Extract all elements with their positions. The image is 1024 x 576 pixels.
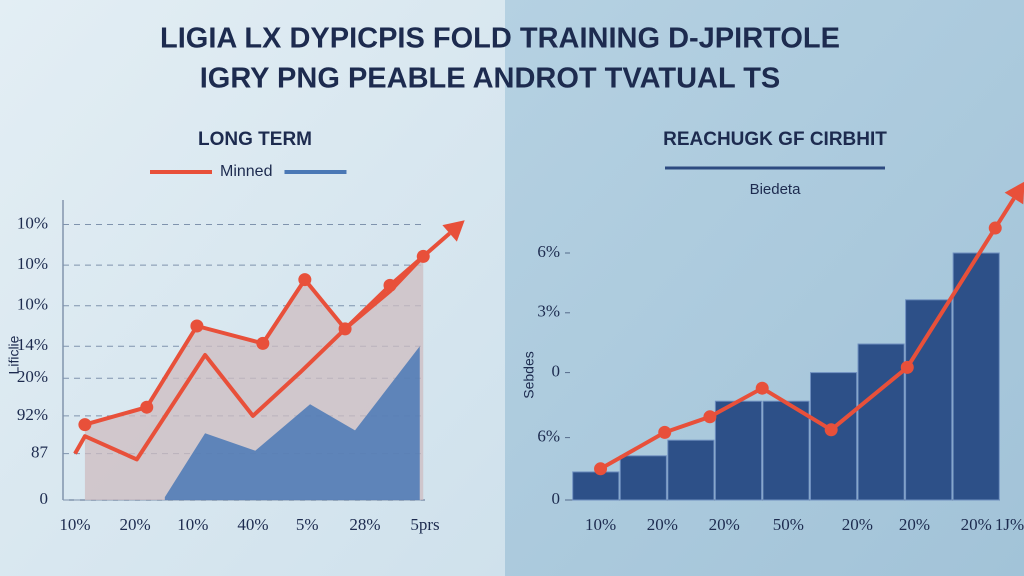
x-tick-label: 20% bbox=[647, 515, 678, 534]
bar bbox=[619, 455, 667, 501]
page-title: IGRY PNG PEABLE ANDROT TVATUAL TS bbox=[200, 63, 781, 95]
point bbox=[140, 400, 154, 414]
bar bbox=[952, 252, 1000, 501]
y-tick-label: 0 bbox=[552, 489, 561, 508]
y-tick-label: 14% bbox=[17, 335, 48, 354]
x-tick-label: 20% bbox=[899, 515, 930, 534]
point bbox=[594, 462, 608, 476]
y-tick-label: 10% bbox=[17, 254, 48, 273]
x-tick-label: 40% bbox=[237, 515, 268, 534]
x-tick-label: 28% bbox=[349, 515, 380, 534]
x-tick-label: 1J% bbox=[995, 515, 1024, 534]
y-tick-label: 92% bbox=[17, 405, 48, 424]
y-tick-label: 3% bbox=[537, 302, 560, 321]
arrow-head bbox=[442, 220, 465, 242]
bar bbox=[714, 400, 763, 501]
point bbox=[988, 221, 1002, 235]
legend-label: Minned bbox=[220, 163, 272, 180]
x-tick-label: 5prs bbox=[410, 515, 439, 534]
point bbox=[755, 381, 769, 395]
y-tick-label: 6% bbox=[537, 242, 560, 261]
page-title: LIGIA LX DYPICPIS FOLD TRAINING D-JPIRTO… bbox=[160, 23, 840, 55]
point bbox=[78, 418, 92, 432]
x-tick-label: 20% bbox=[119, 515, 150, 534]
x-tick-label: 10% bbox=[59, 515, 90, 534]
x-tick-label: 20% bbox=[842, 515, 873, 534]
bar bbox=[762, 400, 810, 501]
y-axis-label: Lificlie bbox=[6, 335, 22, 374]
line bbox=[73, 255, 425, 462]
point bbox=[256, 336, 270, 350]
bar bbox=[572, 471, 620, 501]
point bbox=[824, 423, 838, 437]
x-tick-label: 20% bbox=[961, 515, 992, 534]
chart-title: LONG TERM bbox=[198, 129, 312, 150]
point bbox=[190, 319, 204, 333]
chart-title: REACHUGK GF CIRBHIT bbox=[663, 129, 887, 150]
chart-subtitle: Biedeta bbox=[750, 181, 802, 198]
bar bbox=[809, 372, 858, 501]
x-tick-label: 10% bbox=[585, 515, 616, 534]
y-tick-label: 20% bbox=[17, 367, 48, 386]
point bbox=[900, 360, 914, 374]
bar bbox=[857, 343, 905, 501]
y-tick-label: 0 bbox=[40, 489, 49, 508]
x-tick-label: 20% bbox=[709, 515, 740, 534]
x-tick-label: 50% bbox=[773, 515, 804, 534]
y-tick-label: 87 bbox=[31, 443, 49, 462]
x-tick-label: 5% bbox=[296, 515, 319, 534]
y-tick-label: 0 bbox=[552, 362, 561, 381]
y-tick-label: 10% bbox=[17, 213, 48, 232]
bar bbox=[667, 439, 715, 501]
point bbox=[298, 273, 312, 287]
x-tick-label: 10% bbox=[177, 515, 208, 534]
point bbox=[703, 410, 717, 424]
y-axis-label: Sebdes bbox=[521, 351, 537, 398]
arrow-head bbox=[1004, 181, 1024, 205]
point bbox=[658, 425, 672, 439]
line bbox=[84, 254, 425, 427]
area bbox=[164, 346, 420, 500]
y-tick-label: 6% bbox=[537, 427, 560, 446]
y-tick-label: 10% bbox=[17, 295, 48, 314]
